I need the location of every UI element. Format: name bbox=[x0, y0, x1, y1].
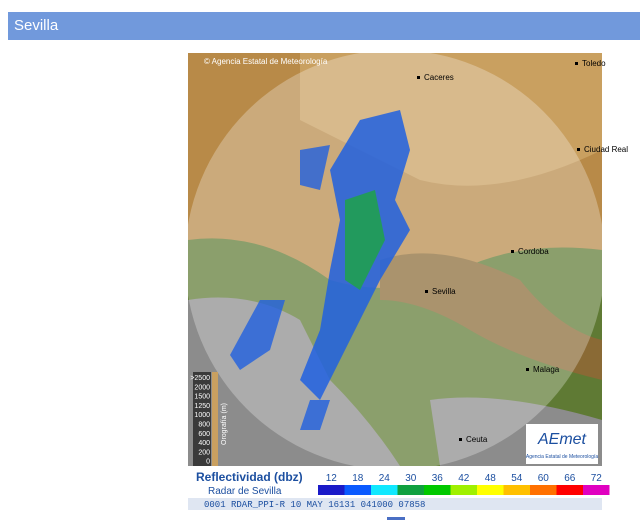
header-title: Sevilla bbox=[8, 12, 640, 40]
legend-level: 72 bbox=[591, 473, 603, 484]
logo-caption: Agencia Estatal de Meteorología bbox=[526, 454, 598, 460]
legend-swatch bbox=[424, 485, 451, 495]
orography-label: 800 bbox=[198, 422, 210, 429]
city-marker bbox=[459, 438, 462, 441]
city-label: Caceres bbox=[424, 73, 454, 82]
copyright: © Agencia Estatal de Meteorología bbox=[204, 57, 328, 66]
legend-swatch bbox=[397, 485, 424, 495]
orography-title: Orografía (m) bbox=[221, 403, 228, 445]
logo: AEmet bbox=[537, 431, 587, 448]
city-label: Malaga bbox=[533, 365, 560, 374]
legend-title: Reflectividad (dbz) bbox=[196, 470, 303, 484]
map bbox=[188, 53, 602, 466]
city-marker bbox=[577, 148, 580, 151]
legend-swatch bbox=[583, 485, 610, 495]
legend-swatch bbox=[556, 485, 583, 495]
legend-level: 18 bbox=[352, 473, 364, 484]
orography-label: 1250 bbox=[194, 403, 210, 410]
legend-swatch bbox=[344, 485, 371, 495]
city-label: Ciudad Real bbox=[584, 145, 628, 154]
legend-level: 12 bbox=[326, 473, 338, 484]
status: 0001 RDAR_PPI-R 10 MAY 16131 041000 0785… bbox=[204, 500, 425, 510]
orography-label: 0 bbox=[206, 459, 210, 466]
city-label: Ceuta bbox=[466, 435, 488, 444]
legend-level: 36 bbox=[432, 473, 444, 484]
orography-label: 1500 bbox=[194, 394, 210, 401]
legend-swatch bbox=[530, 485, 557, 495]
orography-scale bbox=[212, 372, 218, 466]
city-marker bbox=[511, 250, 514, 253]
legend-level: 66 bbox=[564, 473, 576, 484]
legend-swatch bbox=[318, 485, 345, 495]
orography-label: 1000 bbox=[194, 412, 210, 419]
legend-level: 42 bbox=[458, 473, 470, 484]
legend-swatch bbox=[371, 485, 398, 495]
legend-level: 24 bbox=[379, 473, 391, 484]
orography-bar bbox=[193, 372, 211, 466]
legend-level: 60 bbox=[538, 473, 550, 484]
city-marker bbox=[425, 290, 428, 293]
city-label: Cordoba bbox=[518, 247, 549, 256]
legend-swatch bbox=[477, 485, 504, 495]
page-indicator bbox=[387, 517, 405, 520]
orography-label: 400 bbox=[198, 440, 210, 447]
city-label: Toledo bbox=[582, 59, 606, 68]
city-label: Sevilla bbox=[432, 287, 456, 296]
city-marker bbox=[526, 368, 529, 371]
orography-label: 600 bbox=[198, 431, 210, 438]
legend-level: 54 bbox=[511, 473, 523, 484]
legend-swatch bbox=[503, 485, 530, 495]
legend-level: 30 bbox=[405, 473, 417, 484]
legend-swatch bbox=[450, 485, 477, 495]
orography-label: 200 bbox=[198, 449, 210, 456]
orography-label: >2500 bbox=[190, 375, 210, 382]
city-marker bbox=[575, 62, 578, 65]
orography-label: 2000 bbox=[194, 384, 210, 391]
logo-box bbox=[526, 424, 598, 464]
legend-level: 48 bbox=[485, 473, 497, 484]
status-bar bbox=[188, 498, 602, 510]
city-marker bbox=[417, 76, 420, 79]
legend-subtitle: Radar de Sevilla bbox=[208, 486, 282, 497]
